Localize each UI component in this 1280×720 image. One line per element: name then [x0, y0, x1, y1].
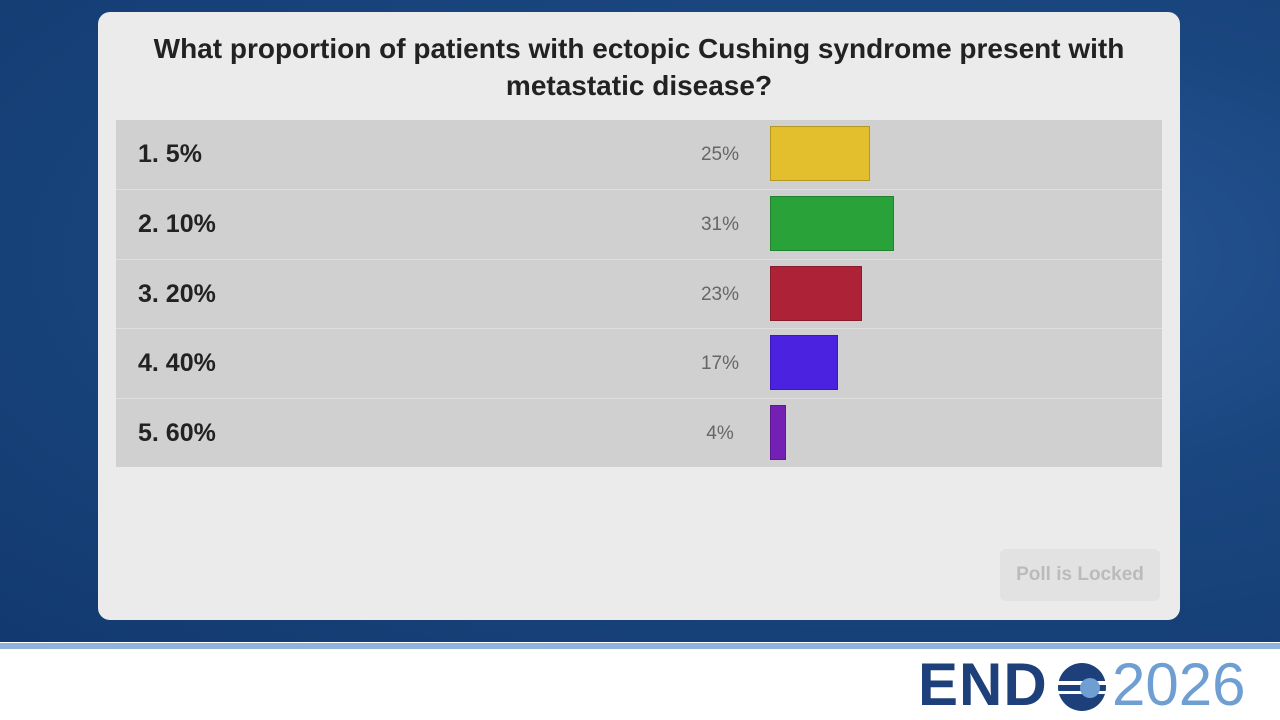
option-row: 2. 10% 31% — [116, 189, 1162, 259]
value-label: 25% — [700, 144, 740, 165]
options: 1. 5% 25% 2. 10% 31% 3. 20% 23% 4. 40% 17% 5. 60… — [116, 120, 1162, 467]
stripe — [0, 643, 1280, 649]
option-row: 4. 40% 17% — [116, 328, 1162, 398]
option-label: 5. 60% — [138, 418, 216, 447]
bar — [770, 335, 838, 391]
option-row: 5. 60% 4% — [116, 397, 1162, 467]
poll-question: What proportion of patients with ectopic… — [153, 33, 1125, 101]
poll-card: What proportion of patients with ectopic… — [98, 12, 1180, 620]
poll-locked-button[interactable]: Poll is Locked — [1000, 549, 1160, 601]
option-label: 1. 5% — [138, 140, 202, 168]
value-label: 31% — [700, 214, 740, 236]
option-label: 4. 40% — [138, 349, 216, 378]
logo-prefix: END — [918, 651, 1048, 718]
option-label: 3. 20% — [138, 279, 216, 308]
option-label: 2. 10% — [138, 210, 216, 239]
logo-globe — [1056, 663, 1108, 711]
bar — [770, 404, 786, 460]
option-row: 3. 20% 23% — [116, 258, 1162, 329]
value-label: 17% — [700, 353, 740, 375]
logo: END 2026 — [918, 652, 1268, 718]
logo-suffix: 2026 — [1112, 651, 1246, 718]
bar — [770, 265, 862, 321]
bar — [770, 196, 894, 252]
option-row: 1. 5% 25% — [116, 120, 1162, 190]
bar — [770, 126, 870, 181]
value-label: 23% — [700, 283, 740, 305]
value-label: 4% — [706, 422, 734, 444]
